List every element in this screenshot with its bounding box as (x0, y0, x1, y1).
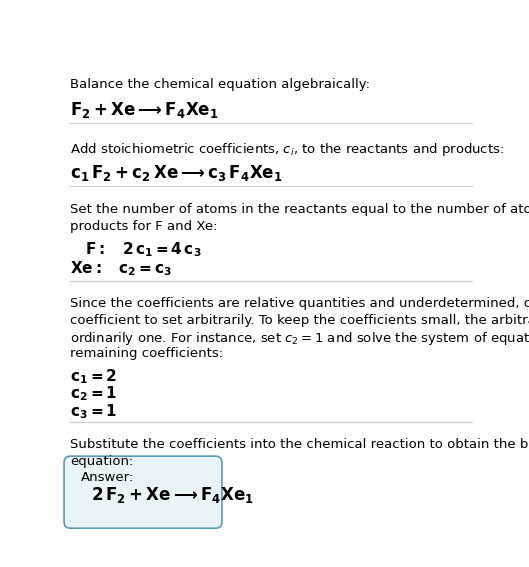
Text: $\mathbf{F:}$   $\mathbf{2\,c_1 = 4\,c_3}$: $\mathbf{F:}$ $\mathbf{2\,c_1 = 4\,c_3}$ (85, 240, 201, 259)
Text: Since the coefficients are relative quantities and underdetermined, choose a: Since the coefficients are relative quan… (70, 297, 529, 310)
Text: Answer:: Answer: (80, 471, 134, 484)
Text: Set the number of atoms in the reactants equal to the number of atoms in the: Set the number of atoms in the reactants… (70, 204, 529, 217)
Text: $\mathbf{c_2 = 1}$: $\mathbf{c_2 = 1}$ (70, 384, 117, 403)
Text: coefficient to set arbitrarily. To keep the coefficients small, the arbitrary va: coefficient to set arbitrarily. To keep … (70, 314, 529, 327)
Text: equation:: equation: (70, 455, 134, 468)
Text: Add stoichiometric coefficients, $c_i$, to the reactants and products:: Add stoichiometric coefficients, $c_i$, … (70, 141, 505, 158)
FancyBboxPatch shape (64, 456, 222, 528)
Text: $\mathbf{c_1 = 2}$: $\mathbf{c_1 = 2}$ (70, 367, 117, 386)
Text: products for F and Xe:: products for F and Xe: (70, 220, 218, 233)
Text: $\mathbf{2\,F_2 + Xe \longrightarrow F_4Xe_1}$: $\mathbf{2\,F_2 + Xe \longrightarrow F_4… (91, 485, 253, 505)
Text: Substitute the coefficients into the chemical reaction to obtain the balanced: Substitute the coefficients into the che… (70, 438, 529, 451)
Text: $\mathbf{F_2 + Xe \longrightarrow F_4Xe_1}$: $\mathbf{F_2 + Xe \longrightarrow F_4Xe_… (70, 100, 219, 120)
Text: $\mathbf{Xe:}$   $\mathbf{c_2 = c_3}$: $\mathbf{Xe:}$ $\mathbf{c_2 = c_3}$ (70, 259, 172, 277)
Text: Balance the chemical equation algebraically:: Balance the chemical equation algebraica… (70, 78, 370, 91)
Text: ordinarily one. For instance, set $c_2 = 1$ and solve the system of equations fo: ordinarily one. For instance, set $c_2 =… (70, 331, 529, 348)
Text: remaining coefficients:: remaining coefficients: (70, 347, 223, 360)
Text: $\mathbf{c_3 = 1}$: $\mathbf{c_3 = 1}$ (70, 402, 117, 421)
Text: $\mathbf{c_1\,F_2 + c_2\,Xe \longrightarrow c_3\,F_4Xe_1}$: $\mathbf{c_1\,F_2 + c_2\,Xe \longrightar… (70, 163, 283, 183)
